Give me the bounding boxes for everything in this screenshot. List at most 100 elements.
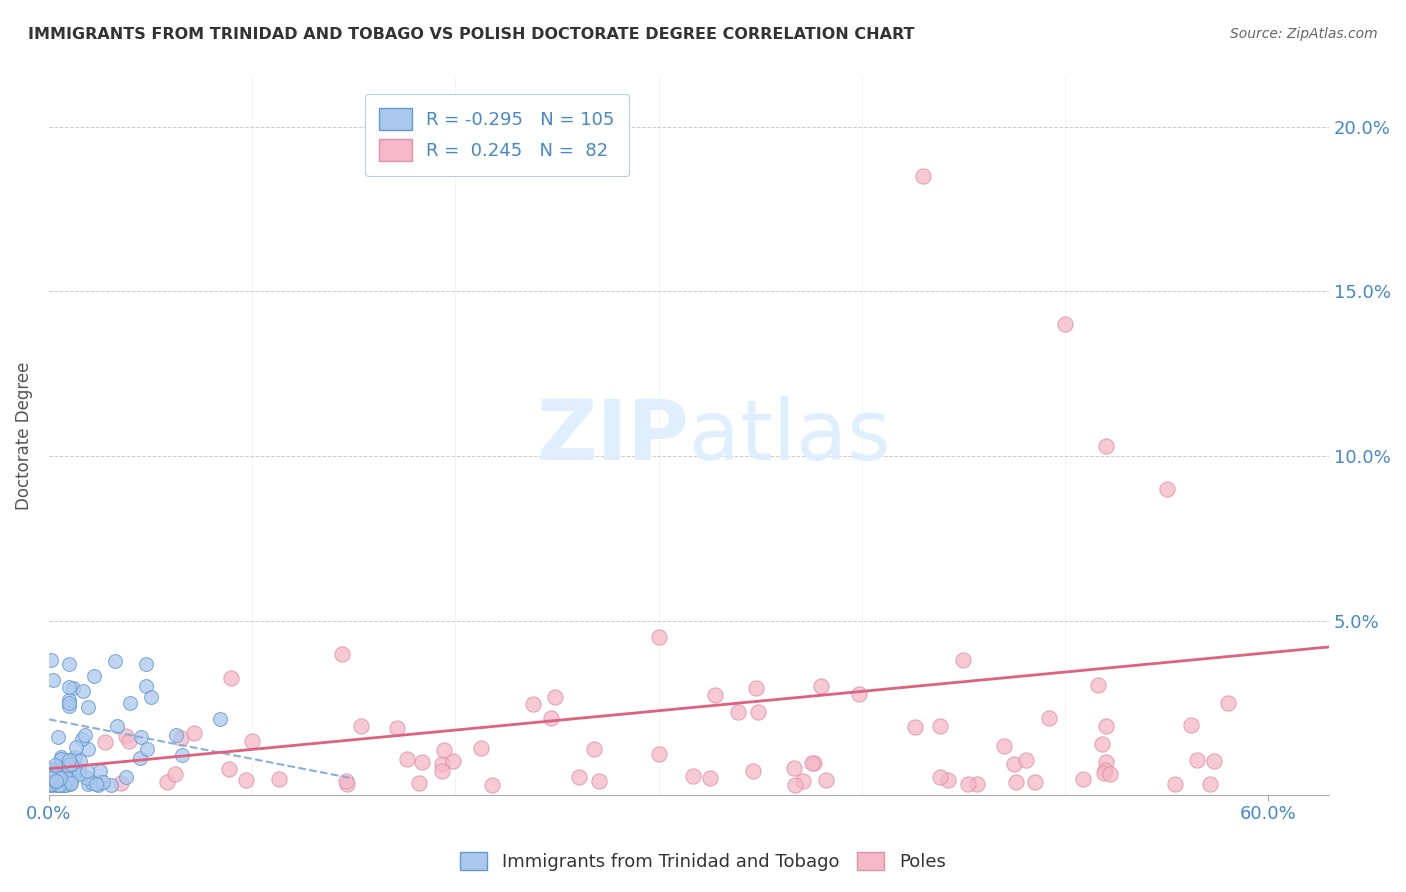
Point [815, 773, 838, 788]
Point [704, 688, 727, 702]
Point [1038, 711, 1060, 725]
Point [115, 729, 138, 743]
Point [83, 669, 105, 683]
Point [952, 653, 974, 667]
Point [58, 698, 80, 713]
Point [1024, 774, 1046, 789]
Point [803, 756, 825, 771]
Point [49, 752, 72, 766]
Legend: R = -0.295   N = 105, R =  0.245   N =  82: R = -0.295 N = 105, R = 0.245 N = 82 [366, 94, 628, 176]
Point [48, 776, 70, 790]
Point [44, 775, 66, 789]
Point [218, 762, 240, 776]
Point [800, 756, 823, 771]
Point [582, 742, 605, 756]
Point [165, 728, 187, 742]
Point [51, 772, 73, 787]
Point [128, 751, 150, 765]
Point [208, 712, 231, 726]
Point [67, 767, 90, 781]
Point [42, 673, 65, 687]
Point [1053, 318, 1076, 332]
Point [1180, 718, 1202, 732]
Point [139, 690, 162, 704]
Point [1099, 767, 1122, 781]
Point [170, 747, 193, 762]
Point [53, 769, 76, 783]
Point [46, 778, 69, 792]
Point [38, 763, 60, 777]
Point [48, 778, 70, 792]
Point [59, 757, 82, 772]
Point [45, 774, 67, 789]
Point [792, 774, 814, 789]
Point [58, 761, 80, 775]
Point [848, 687, 870, 701]
Point [350, 719, 373, 733]
Point [52, 778, 75, 792]
Point [120, 696, 142, 710]
Point [387, 721, 409, 735]
Point [39, 778, 62, 792]
Point [929, 719, 952, 733]
Point [46, 730, 69, 744]
Point [1094, 763, 1116, 777]
Point [928, 770, 950, 784]
Point [42, 775, 65, 789]
Point [56, 758, 79, 772]
Point [956, 777, 979, 791]
Point [540, 710, 562, 724]
Point [77, 741, 100, 756]
Point [39, 777, 62, 791]
Point [52, 759, 75, 773]
Point [42, 775, 65, 789]
Point [430, 764, 453, 779]
Point [235, 772, 257, 787]
Point [481, 778, 503, 792]
Point [65, 740, 87, 755]
Point [44, 773, 66, 788]
Point [118, 733, 141, 747]
Point [59, 772, 82, 787]
Point [100, 778, 122, 792]
Point [48, 772, 70, 787]
Point [45, 767, 67, 781]
Point [58, 692, 80, 706]
Point [810, 680, 832, 694]
Point [1094, 755, 1116, 769]
Point [155, 775, 177, 789]
Point [48, 770, 70, 784]
Point [62, 681, 84, 695]
Point [1094, 719, 1116, 733]
Point [1185, 753, 1208, 767]
Point [93, 775, 115, 789]
Point [110, 776, 132, 790]
Point [58, 753, 80, 767]
Point [648, 747, 671, 762]
Point [993, 739, 1015, 753]
Point [783, 778, 806, 792]
Point [1071, 772, 1094, 787]
Point [783, 761, 806, 775]
Point [48, 761, 70, 775]
Point [267, 772, 290, 787]
Point [41, 772, 63, 787]
Point [58, 680, 80, 694]
Point [396, 752, 419, 766]
Point [59, 764, 82, 778]
Point [411, 755, 433, 769]
Point [45, 773, 67, 788]
Point [911, 169, 934, 184]
Point [219, 671, 242, 685]
Point [56, 755, 79, 769]
Point [544, 690, 567, 705]
Text: Source: ZipAtlas.com: Source: ZipAtlas.com [1230, 27, 1378, 41]
Point [441, 754, 464, 768]
Point [41, 771, 63, 785]
Point [568, 770, 591, 784]
Point [70, 731, 93, 746]
Point [522, 698, 544, 712]
Point [39, 775, 62, 789]
Point [41, 766, 63, 780]
Point [335, 774, 357, 789]
